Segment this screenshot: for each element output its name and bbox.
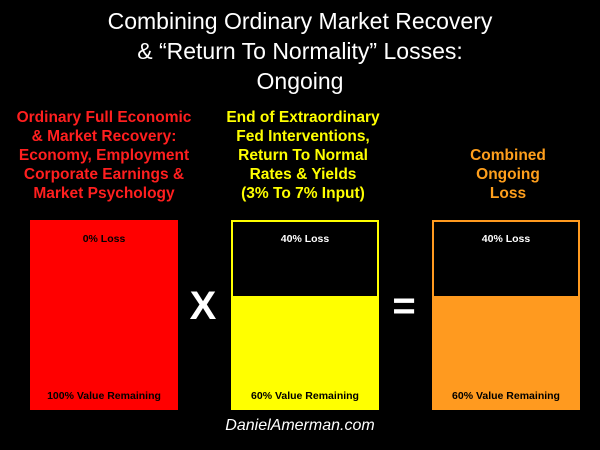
combined-value-box: 40% Loss 60% Value Remaining [432,220,580,410]
recovery-remaining-fill [32,222,176,408]
title-line-2: & “Return To Normality” Losses: [137,38,463,64]
equals-operator: = [392,284,416,328]
recovery-loss-label: 0% Loss [82,233,126,245]
normality-heading-line: Fed Interventions, [236,128,370,145]
normality-heading: End of Extraordinary Fed Interventions, … [204,108,402,203]
recovery-heading-line: Economy, Employment [18,147,190,164]
normality-heading-line: End of Extraordinary [226,109,380,126]
title-line-1: Combining Ordinary Market Recovery [107,8,493,34]
combined-heading-line: Loss [489,185,527,202]
normality-heading-line: Rates & Yields [249,166,357,183]
recovery-heading: Ordinary Full Economic & Market Recovery… [6,108,202,203]
recovery-heading-line: & Market Recovery: [31,128,177,145]
combined-loss-label: 40% Loss [481,233,531,245]
recovery-remaining-label: 100% Value Remaining [47,390,161,402]
recovery-heading-line: Market Psychology [33,185,175,202]
footer-site-name: DanielAmerman.com [225,417,375,434]
normality-remaining-fill [233,296,377,408]
combined-remaining-label: 60% Value Remaining [452,390,560,402]
combined-heading: Combined Ongoing Loss [428,146,588,203]
normality-loss-label: 40% Loss [280,233,330,245]
recovery-heading-line: Corporate Earnings & [23,166,185,183]
recovery-value-box: 0% Loss 100% Value Remaining [30,220,178,410]
normality-value-box: 40% Loss 60% Value Remaining [231,220,379,410]
title-line-3: Ongoing [256,68,344,94]
multiply-operator: X [189,284,217,328]
normality-remaining-label: 60% Value Remaining [251,390,359,402]
combined-remaining-fill [434,296,578,408]
combined-heading-line: Ongoing [476,166,540,183]
normality-heading-line: (3% To 7% Input) [241,185,365,202]
combined-heading-line: Combined [470,147,546,164]
diagram-title: Combining Ordinary Market Recovery & “Re… [0,6,600,96]
normality-heading-line: Return To Normal [238,147,368,164]
recovery-heading-line: Ordinary Full Economic [16,109,192,126]
